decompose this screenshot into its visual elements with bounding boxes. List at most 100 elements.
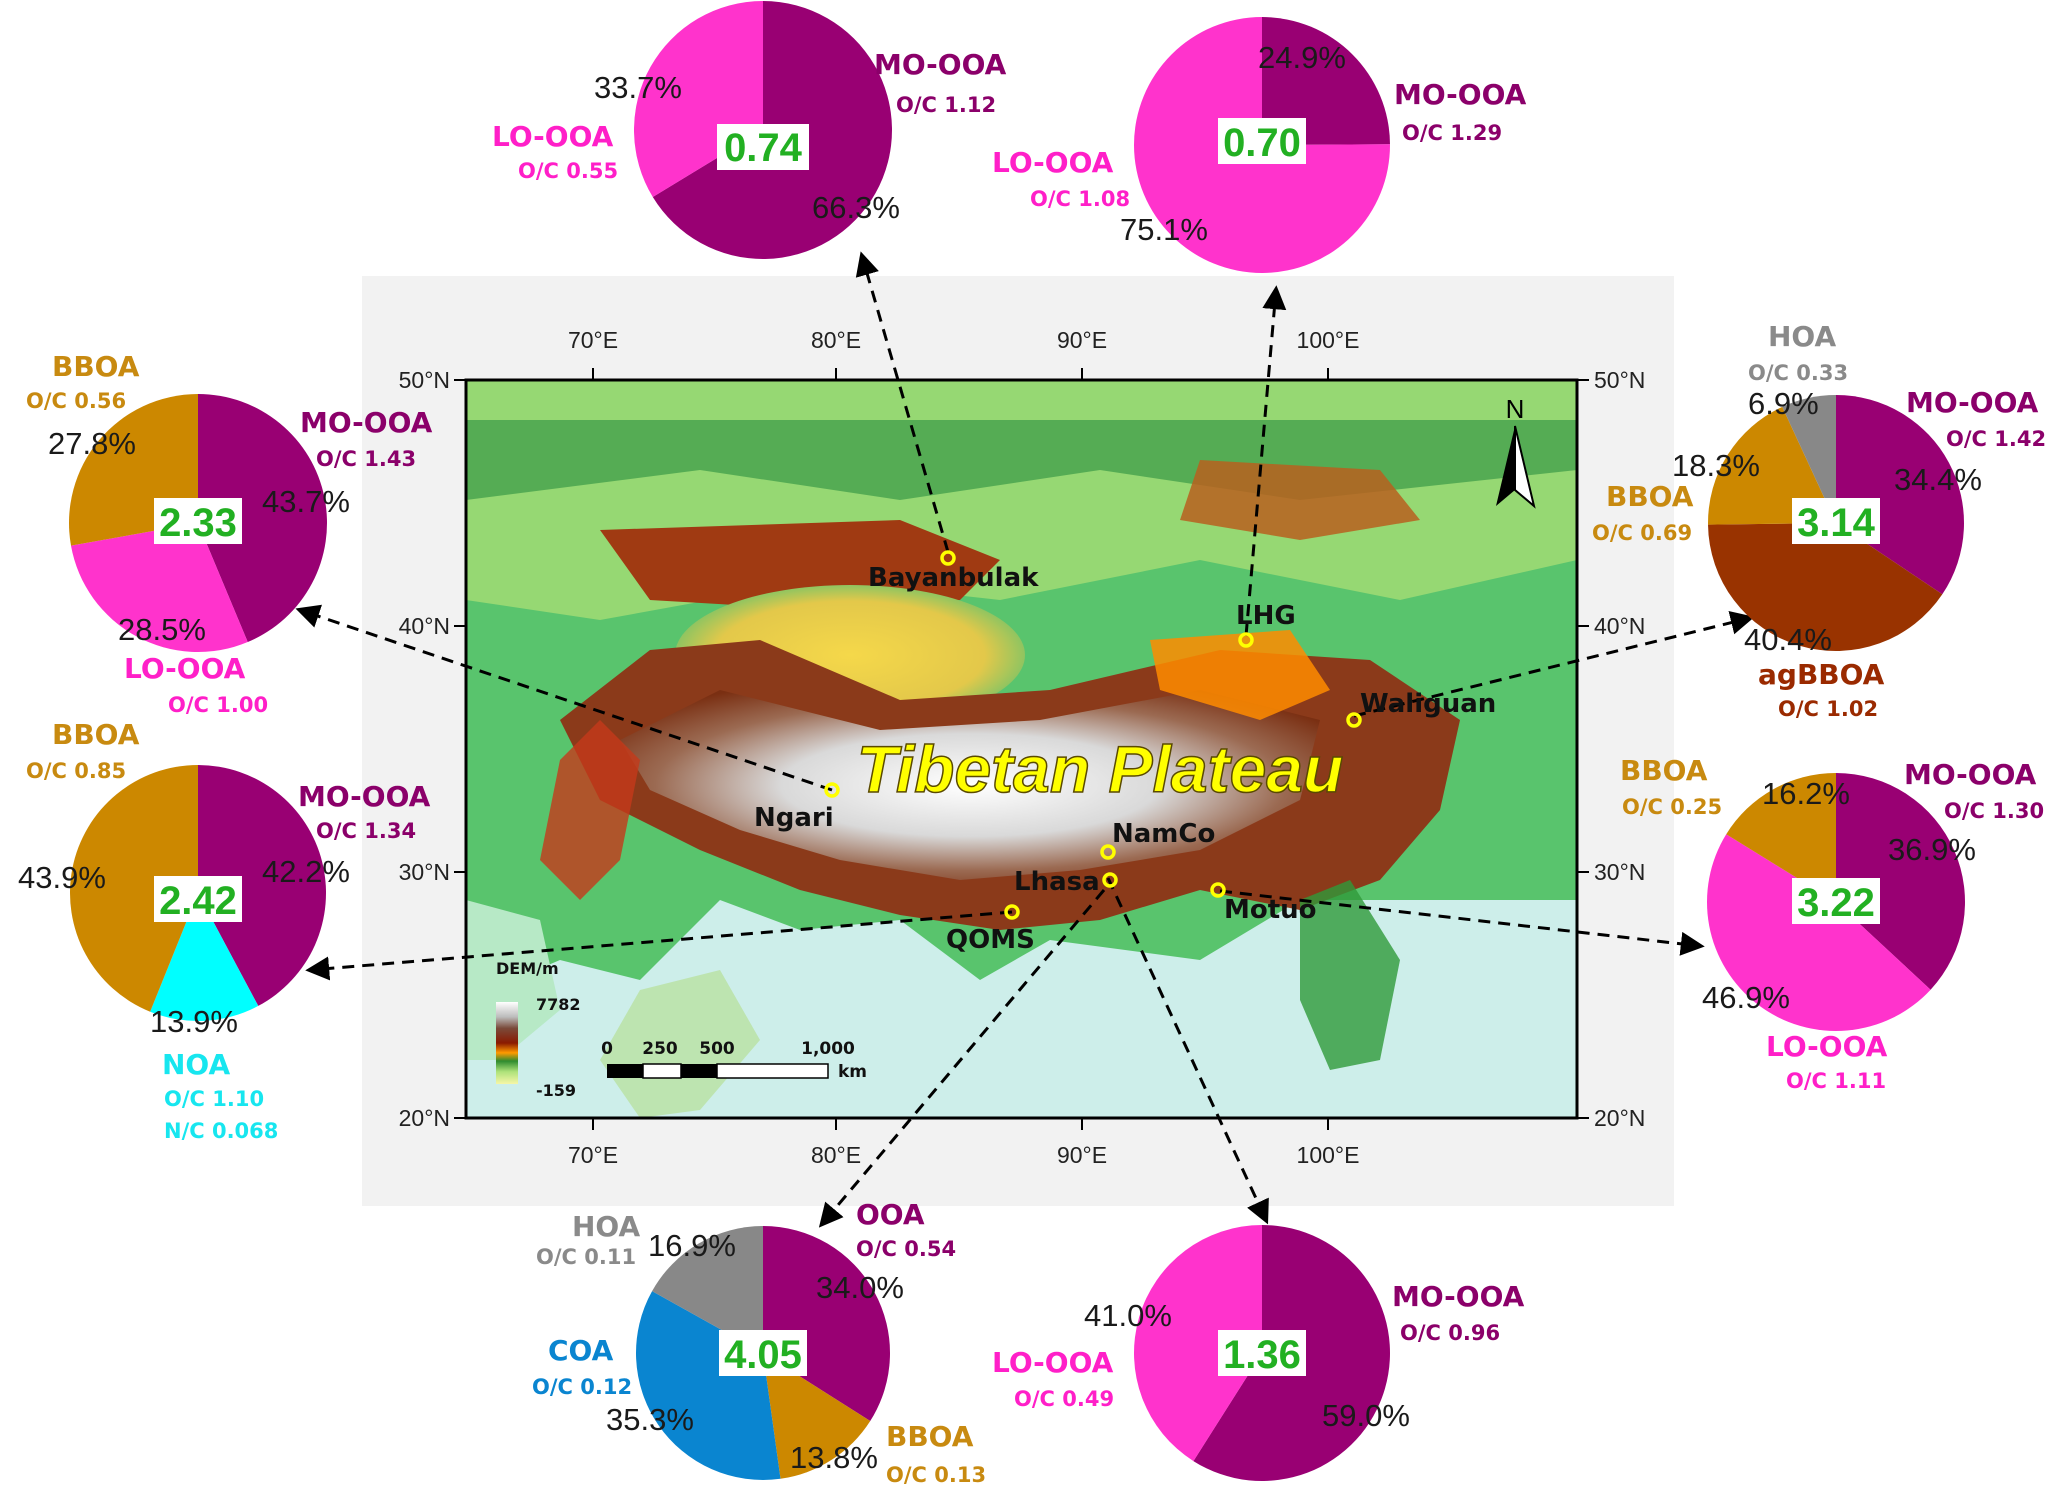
slice-label: MO-OOA [298,780,431,813]
slice-label: BBOA [1606,480,1694,513]
slice-label: LO-OOA [124,652,246,685]
slice-label: HOA [1768,320,1836,353]
site-label-waliguan: Waliguan [1360,689,1496,719]
ratio-box [154,498,242,544]
site-marker-bayanbulak [940,550,956,566]
dem-legend-max: 7782 [536,995,581,1014]
lat-label: 30°N [1594,859,1645,885]
slice-pct: 46.9% [1702,980,1790,1015]
ratio-box [1218,1330,1306,1376]
site-label-namco: NamCo [1112,819,1215,849]
lon-label: 80°E [811,1142,861,1168]
slice-pct: 43.7% [262,484,350,519]
lat-label: 50°N [1594,367,1645,393]
pie-lhasa: 4.05 34.0% 13.8% 35.3% 16.9% OOA O/C 0.5… [532,1198,986,1487]
slice-oc: O/C 0.55 [518,159,618,183]
slice-pct: 59.0% [1322,1398,1410,1433]
slice-label: MO-OOA [1394,78,1527,111]
terrain-map [466,380,1577,1118]
slice-label: OOA [856,1198,925,1231]
graticule-ticks [454,368,1589,1130]
slice-label: BBOA [52,350,140,383]
slice-oc: O/C 0.56 [26,389,126,413]
slice-oc: O/C 1.42 [1946,427,2046,451]
slice-oc: O/C 1.29 [1402,121,1502,145]
slice-pct: 28.5% [118,612,206,647]
arrow-motuo [1219,889,1705,956]
slice-oc: O/C 0.33 [1748,361,1848,385]
site-marker-lhasa [1102,872,1118,888]
site-label-motuo: Motuo [1224,895,1317,925]
ratio-box [1792,498,1880,544]
pie-slice-hoa [652,1226,763,1353]
lon-label: 100°E [1297,1142,1360,1168]
scale-tick: 1,000 [801,1039,855,1059]
lon-label: 100°E [1297,327,1360,353]
pie-slice-coa [635,1291,781,1480]
lat-label: 30°N [399,859,450,885]
slice-label: LO-OOA [992,1346,1114,1379]
pie-slice-lo-ooa [1706,834,1931,1032]
slice-pct: 42.2% [262,854,350,889]
slice-oc: O/C 1.11 [1786,1069,1886,1093]
ratio-value: 3.14 [1797,501,1876,545]
pie-slice-agbboa [1708,523,1943,651]
slice-label: MO-OOA [1906,386,2039,419]
lat-label: 50°N [399,367,450,393]
slice-pct: 13.8% [790,1440,878,1475]
lon-label: 90°E [1057,327,1107,353]
slice-pct: 41.0% [1084,1298,1172,1333]
slice-pct: 6.9% [1748,386,1819,421]
site-label-ngari: Ngari [754,803,834,833]
pie-slice-mo-ooa [198,394,327,643]
pie-motuo: 3.22 36.9% 46.9% 16.2% MO-OOA O/C 1.30 L… [1620,754,2044,1093]
lat-label: 40°N [399,613,450,639]
slice-label: BBOA [886,1420,974,1453]
site-marker-ngari [824,782,840,798]
arrow-lhg [1244,285,1287,637]
slice-label: HOA [572,1210,640,1243]
ratio-value: 3.22 [1797,881,1875,925]
slice-pct: 34.4% [1894,462,1982,497]
slice-oc: O/C 1.34 [316,819,416,843]
slice-label: agBBOA [1758,658,1885,691]
site-marker-namco [1100,844,1116,860]
dem-legend-min: -159 [536,1081,576,1100]
site-marker-waliguan [1346,712,1362,728]
plateau-title: Tibetan Plateau [857,732,1344,806]
longitude-labels-bottom: 70°E 80°E 90°E 100°E [568,1142,1360,1168]
slice-pct: 27.8% [48,426,136,461]
pie-slice-lo-ooa [70,523,248,652]
ratio-box [719,1330,807,1376]
slice-oc: O/C 1.30 [1944,799,2044,823]
slice-pct: 35.3% [606,1402,694,1437]
pie-slice-bboa [70,765,198,1012]
lon-label: 80°E [811,327,861,353]
pie-slice-noa [150,893,259,1021]
slice-label: LO-OOA [1766,1030,1888,1063]
ratio-value: 0.70 [1223,121,1301,165]
slice-label: MO-OOA [1904,758,2037,791]
pie-slice-hoa [1782,395,1836,523]
lon-label: 70°E [568,1142,618,1168]
slice-pct: 13.9% [150,1004,238,1039]
arrow-ngari [295,604,833,792]
north-arrow-icon [1496,426,1515,506]
pie-slice-mo-ooa [1836,395,1965,595]
lat-label: 20°N [399,1105,450,1131]
slice-pct: 36.9% [1888,832,1976,867]
slice-label: MO-OOA [300,406,433,439]
site-markers [824,550,1362,920]
lat-label: 20°N [1594,1105,1645,1131]
slice-oc: O/C 1.43 [316,447,416,471]
slice-pct: 40.4% [1744,622,1832,657]
dem-legend-title: DEM/m [496,959,559,978]
slice-oc: O/C 0.49 [1014,1387,1114,1411]
pie-slice-mo-ooa [198,765,326,1006]
site-label-lhasa: Lhasa [1014,867,1100,897]
slice-pct: 66.3% [812,190,900,225]
pie-bayanbulak: 0.74 66.3% 33.7% MO-OOA O/C 1.12 LO-OOA … [492,1,1007,259]
pie-slice-lo-ooa [1134,1225,1262,1462]
slice-pct: 34.0% [816,1270,904,1305]
slice-label: MO-OOA [1392,1280,1525,1313]
